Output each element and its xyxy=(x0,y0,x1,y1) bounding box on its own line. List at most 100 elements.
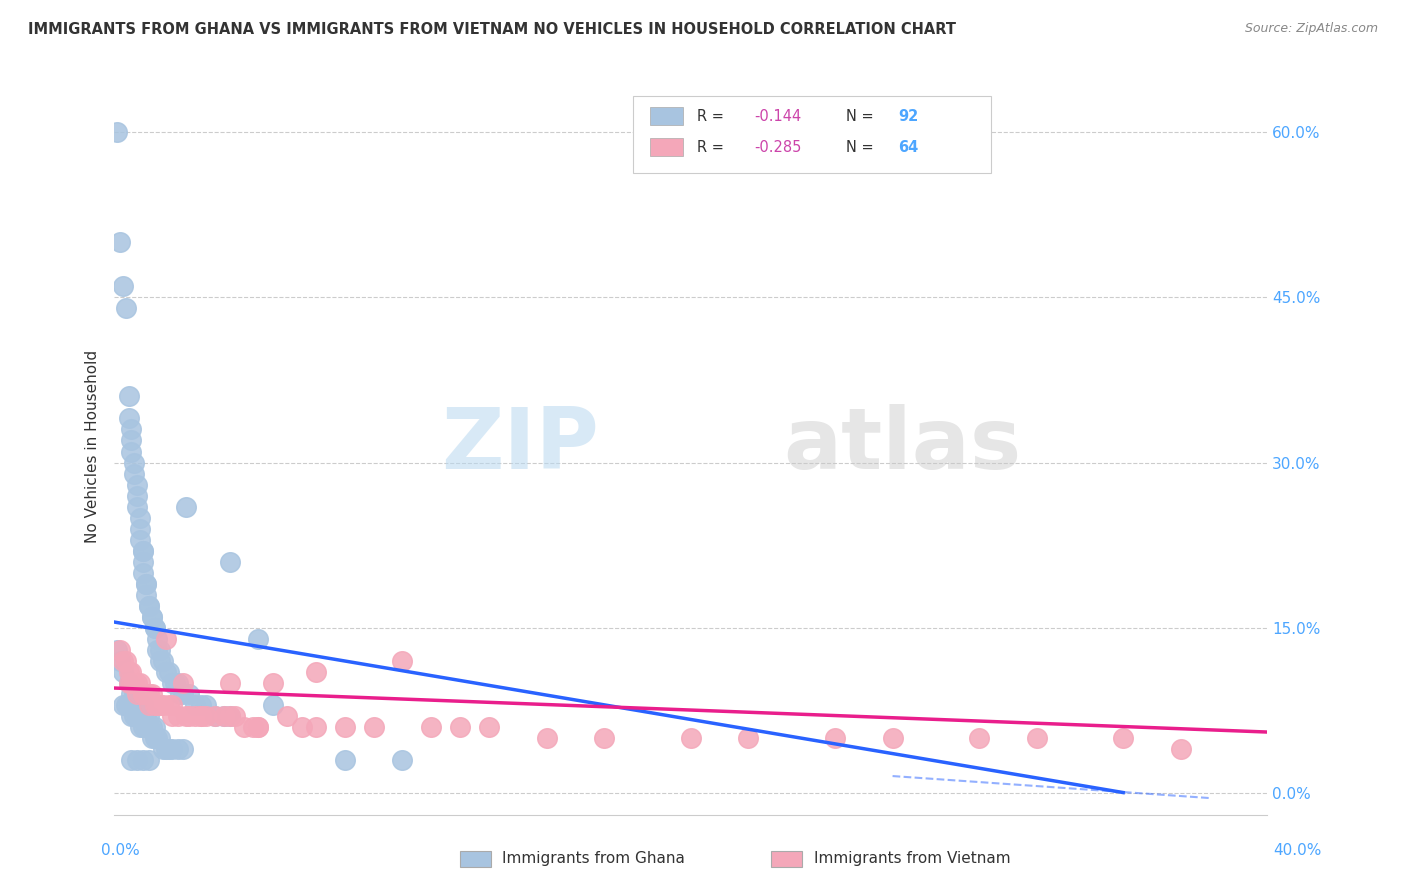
Point xyxy=(108,654,131,668)
Point xyxy=(135,720,157,734)
Point xyxy=(152,654,174,668)
Point xyxy=(138,720,160,734)
Point xyxy=(117,411,139,425)
Point xyxy=(121,434,143,448)
Text: 0.0%: 0.0% xyxy=(101,843,141,858)
Point xyxy=(143,621,166,635)
Point xyxy=(449,720,471,734)
Point xyxy=(146,698,169,712)
Text: R =: R = xyxy=(696,140,728,155)
Point xyxy=(212,708,235,723)
Point xyxy=(124,456,146,470)
Point xyxy=(108,642,131,657)
Point xyxy=(121,753,143,767)
Point xyxy=(141,720,163,734)
Point xyxy=(157,698,180,712)
Point xyxy=(124,687,146,701)
Point xyxy=(218,708,240,723)
Point xyxy=(160,675,183,690)
FancyBboxPatch shape xyxy=(633,95,991,173)
Point xyxy=(141,687,163,701)
Point xyxy=(204,708,226,723)
Point xyxy=(1170,741,1192,756)
Point xyxy=(967,731,990,745)
Point xyxy=(247,720,270,734)
Point xyxy=(174,708,197,723)
Point xyxy=(129,533,152,547)
Point xyxy=(363,720,385,734)
Point xyxy=(190,708,212,723)
Point xyxy=(174,500,197,514)
Point xyxy=(212,708,235,723)
Point xyxy=(127,753,149,767)
Point xyxy=(218,708,240,723)
Point xyxy=(132,555,155,569)
Point xyxy=(276,708,298,723)
Point xyxy=(155,665,177,679)
Point xyxy=(218,675,240,690)
Point xyxy=(117,675,139,690)
Point xyxy=(146,632,169,646)
Point xyxy=(121,687,143,701)
Point xyxy=(143,698,166,712)
Point xyxy=(111,279,134,293)
Point xyxy=(166,708,188,723)
Point xyxy=(114,698,136,712)
Point xyxy=(824,731,846,745)
Point xyxy=(138,698,160,712)
Point xyxy=(108,235,131,250)
Point xyxy=(224,708,246,723)
Point xyxy=(195,708,218,723)
Text: R =: R = xyxy=(696,109,728,124)
Text: Source: ZipAtlas.com: Source: ZipAtlas.com xyxy=(1244,22,1378,36)
Point xyxy=(121,708,143,723)
Point xyxy=(141,609,163,624)
Point xyxy=(157,665,180,679)
Text: atlas: atlas xyxy=(783,404,1021,488)
Point xyxy=(138,687,160,701)
Point xyxy=(247,720,270,734)
Point xyxy=(593,731,616,745)
Point xyxy=(111,654,134,668)
Point xyxy=(155,741,177,756)
Point xyxy=(160,698,183,712)
Point xyxy=(129,522,152,536)
Point xyxy=(305,665,328,679)
Point xyxy=(305,720,328,734)
Point xyxy=(111,665,134,679)
Point xyxy=(160,708,183,723)
FancyBboxPatch shape xyxy=(651,138,683,156)
Point xyxy=(132,543,155,558)
Point xyxy=(132,687,155,701)
Point xyxy=(247,632,270,646)
Point xyxy=(333,720,356,734)
Point xyxy=(132,543,155,558)
Point xyxy=(127,708,149,723)
Point xyxy=(114,301,136,316)
Point xyxy=(129,675,152,690)
Point xyxy=(391,753,413,767)
Point xyxy=(129,720,152,734)
Text: IMMIGRANTS FROM GHANA VS IMMIGRANTS FROM VIETNAM NO VEHICLES IN HOUSEHOLD CORREL: IMMIGRANTS FROM GHANA VS IMMIGRANTS FROM… xyxy=(28,22,956,37)
Point xyxy=(138,599,160,613)
Point xyxy=(1112,731,1135,745)
Point xyxy=(117,389,139,403)
Point xyxy=(149,731,172,745)
Point xyxy=(166,675,188,690)
Point xyxy=(117,675,139,690)
Text: 92: 92 xyxy=(898,109,918,124)
Text: 64: 64 xyxy=(898,140,918,155)
Point xyxy=(127,698,149,712)
Point xyxy=(184,698,207,712)
Point xyxy=(149,654,172,668)
Text: 40.0%: 40.0% xyxy=(1274,843,1322,858)
Text: N =: N = xyxy=(846,109,879,124)
Point xyxy=(391,654,413,668)
Point xyxy=(155,632,177,646)
Point xyxy=(141,609,163,624)
Point xyxy=(132,698,155,712)
Text: Immigrants from Vietnam: Immigrants from Vietnam xyxy=(814,852,1011,866)
Point xyxy=(132,753,155,767)
Text: ZIP: ZIP xyxy=(440,404,599,488)
Point xyxy=(135,588,157,602)
